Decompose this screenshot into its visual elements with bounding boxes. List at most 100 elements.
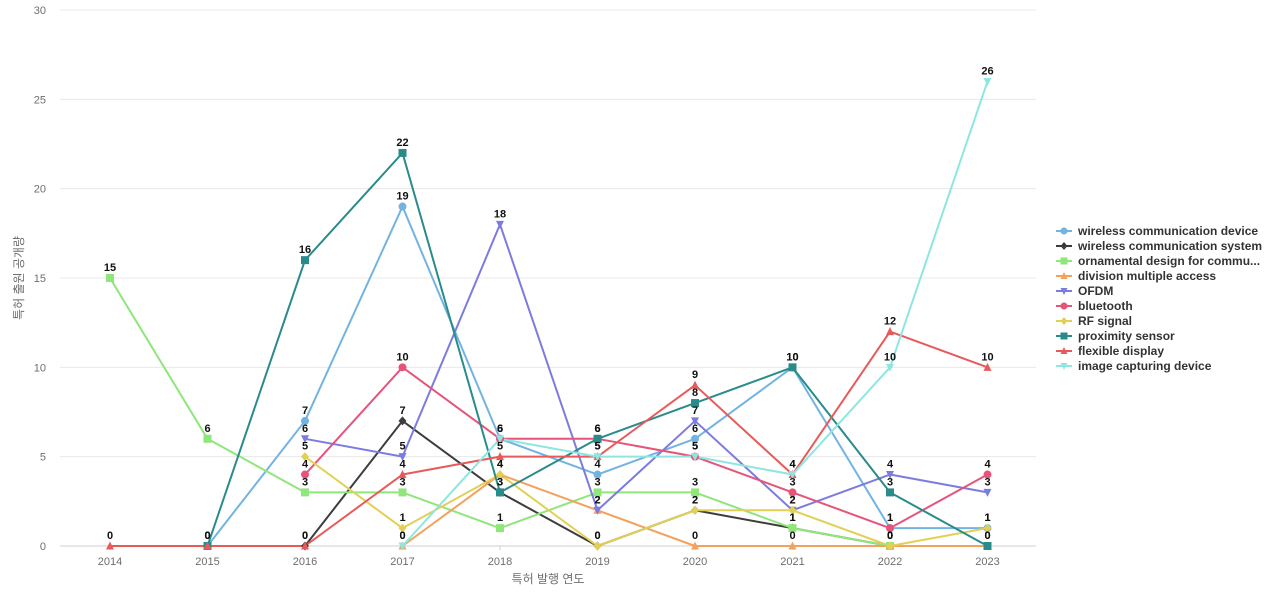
data-point[interactable] <box>496 470 504 480</box>
data-point[interactable] <box>788 471 797 480</box>
data-point[interactable] <box>886 471 894 480</box>
data-point[interactable] <box>886 327 894 336</box>
legend-label: bluetooth <box>1078 298 1133 313</box>
data-point[interactable] <box>496 488 504 497</box>
data-point[interactable] <box>496 452 504 461</box>
data-point[interactable] <box>788 488 797 497</box>
data-label: 15 <box>104 262 116 274</box>
data-point[interactable] <box>301 452 309 462</box>
data-point[interactable] <box>301 435 309 444</box>
data-point[interactable] <box>203 541 212 550</box>
x-tick-label: 2020 <box>683 556 707 568</box>
legend-label: wireless communication system <box>1078 238 1263 253</box>
data-point[interactable] <box>593 506 602 515</box>
data-point[interactable] <box>983 488 992 497</box>
data-point[interactable] <box>886 488 894 497</box>
legend-item[interactable]: division multiple access <box>1056 268 1276 283</box>
legend-item[interactable]: bluetooth <box>1056 298 1276 313</box>
y-tick-label: 10 <box>34 362 46 374</box>
legend-item[interactable]: OFDM <box>1056 283 1276 298</box>
data-label: 1 <box>789 512 795 524</box>
data-point[interactable] <box>203 434 212 443</box>
data-label: 6 <box>594 423 600 435</box>
data-point[interactable] <box>593 434 602 443</box>
x-tick-label: 2023 <box>975 556 999 568</box>
y-axis-title: 특허 출원 공개량 <box>12 236 26 320</box>
data-point[interactable] <box>691 453 699 462</box>
legend-item[interactable]: RF signal <box>1056 313 1276 328</box>
data-point[interactable] <box>886 524 894 533</box>
data-label: 6 <box>692 423 698 435</box>
legend-swatch <box>1056 271 1072 279</box>
data-label: 4 <box>497 459 504 471</box>
data-point[interactable] <box>398 488 407 497</box>
data-point[interactable] <box>788 505 797 515</box>
data-point[interactable] <box>106 541 114 550</box>
data-point[interactable] <box>593 470 602 479</box>
data-point[interactable] <box>398 148 407 157</box>
data-point[interactable] <box>301 416 309 425</box>
data-label: 2 <box>594 494 600 506</box>
data-point[interactable] <box>398 363 407 372</box>
data-point[interactable] <box>398 523 407 533</box>
data-point[interactable] <box>983 77 992 86</box>
data-label: 4 <box>497 459 504 471</box>
series-lines <box>109 81 989 547</box>
data-point[interactable] <box>398 202 407 211</box>
legend-label: proximity sensor <box>1078 328 1175 343</box>
data-label: 4 <box>399 459 406 471</box>
data-point[interactable] <box>691 417 699 426</box>
legend-item[interactable]: wireless communication system <box>1056 238 1276 253</box>
data-label: 4 <box>789 459 796 471</box>
data-point[interactable] <box>691 380 699 389</box>
legend-item[interactable]: wireless communication device <box>1056 223 1276 238</box>
data-point[interactable] <box>398 416 407 426</box>
data-point[interactable] <box>691 541 699 550</box>
data-point[interactable] <box>691 434 699 443</box>
legend-item[interactable]: ornamental design for commu... <box>1056 253 1276 268</box>
data-point[interactable] <box>496 220 504 229</box>
data-point[interactable] <box>398 542 407 551</box>
legend-swatch <box>1056 316 1072 325</box>
data-point[interactable] <box>593 453 602 462</box>
legend-item[interactable]: flexible display <box>1056 343 1276 358</box>
data-point[interactable] <box>301 470 309 479</box>
data-point[interactable] <box>788 524 797 533</box>
data-point[interactable] <box>301 256 309 265</box>
x-tick-label: 2019 <box>585 556 609 568</box>
data-point[interactable] <box>983 523 992 533</box>
data-label: 4 <box>594 459 601 471</box>
x-axis-title: 특허 발행 연도 <box>512 571 585 586</box>
data-point[interactable] <box>398 453 407 462</box>
data-point[interactable] <box>106 274 114 282</box>
data-point[interactable] <box>983 470 992 479</box>
legend-item[interactable]: proximity sensor <box>1056 328 1276 343</box>
data-label: 3 <box>789 476 795 488</box>
data-label: 5 <box>692 441 698 453</box>
data-point[interactable] <box>691 488 699 497</box>
chart-legend[interactable]: wireless communication device wireless co… <box>1056 223 1276 373</box>
data-point[interactable] <box>398 470 407 479</box>
data-point[interactable] <box>496 435 504 444</box>
data-label: 3 <box>984 476 990 488</box>
data-point[interactable] <box>593 488 602 497</box>
data-point[interactable] <box>886 363 894 372</box>
data-point[interactable] <box>983 362 992 371</box>
data-label: 9 <box>692 369 698 381</box>
data-point[interactable] <box>301 488 309 497</box>
data-point[interactable] <box>788 363 797 372</box>
data-label: 5 <box>497 441 503 453</box>
data-point[interactable] <box>886 541 894 551</box>
data-label: 7 <box>692 405 698 417</box>
legend-item[interactable]: image capturing device <box>1056 358 1276 373</box>
data-point[interactable] <box>788 541 797 550</box>
data-point[interactable] <box>301 541 309 550</box>
data-point[interactable] <box>496 524 504 533</box>
data-point[interactable] <box>593 541 602 551</box>
data-point[interactable] <box>983 542 992 550</box>
data-point[interactable] <box>691 399 699 408</box>
data-point[interactable] <box>691 505 699 515</box>
series-line-8 <box>110 330 988 547</box>
data-label: 0 <box>887 530 893 542</box>
